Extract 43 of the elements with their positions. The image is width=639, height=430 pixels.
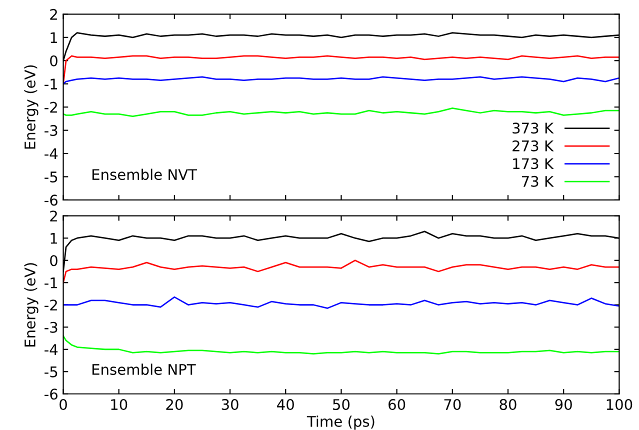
line-series <box>63 76 620 85</box>
x-tick-label: 70 <box>444 399 461 410</box>
x-tick-label: 90 <box>555 399 572 410</box>
y-tick-label: -1 <box>44 278 58 288</box>
x-tick-label: 30 <box>222 399 238 410</box>
line-series <box>63 335 620 355</box>
y-tick-label: 0 <box>50 55 58 66</box>
legend-label: 273 K <box>512 140 554 152</box>
x-tick-label: 40 <box>277 399 294 410</box>
x-tick-label: 80 <box>500 399 516 410</box>
y-tick-label: -5 <box>44 172 58 182</box>
y-axis-title: Energy (eV) <box>24 263 38 346</box>
y-tick-label: -3 <box>44 125 58 136</box>
y-tick-label: 2 <box>50 8 57 20</box>
y-tick-label: -6 <box>44 388 58 400</box>
legend-label: 173 K <box>513 158 554 170</box>
y-tick-label: -2 <box>44 300 57 310</box>
line-series <box>63 296 620 309</box>
y-tick-label: 2 <box>50 210 57 222</box>
y-tick-label: 0 <box>50 255 58 266</box>
annotation: Ensemble NVT <box>92 168 198 180</box>
line-series <box>63 108 620 118</box>
y-tick-label: 1 <box>50 233 58 244</box>
x-tick-label: 100 <box>606 399 632 410</box>
y-tick-label: -6 <box>44 194 58 206</box>
y-tick-label: -4 <box>44 344 58 355</box>
y-tick-label: 1 <box>50 32 58 43</box>
x-tick-label: 10 <box>111 399 128 410</box>
x-tick-label: 60 <box>388 399 406 410</box>
line-series <box>63 260 620 284</box>
x-tick-label: 20 <box>166 399 183 410</box>
legend-label: 73 K <box>522 176 554 187</box>
y-axis-title: Energy (eV) <box>24 65 38 149</box>
y-tick-label: -4 <box>44 148 58 160</box>
annotation: Ensemble NPT <box>92 364 196 375</box>
legend-label: 373 K <box>512 122 554 134</box>
x-axis-title: Time (ps) <box>306 416 374 430</box>
y-tick-label: -3 <box>44 322 58 333</box>
y-tick-label: -1 <box>44 78 58 90</box>
x-tick-label: 0 <box>60 399 67 410</box>
y-tick-label: -5 <box>44 366 58 378</box>
x-tick-label: 50 <box>333 399 350 410</box>
y-tick-label: -2 <box>44 102 57 113</box>
